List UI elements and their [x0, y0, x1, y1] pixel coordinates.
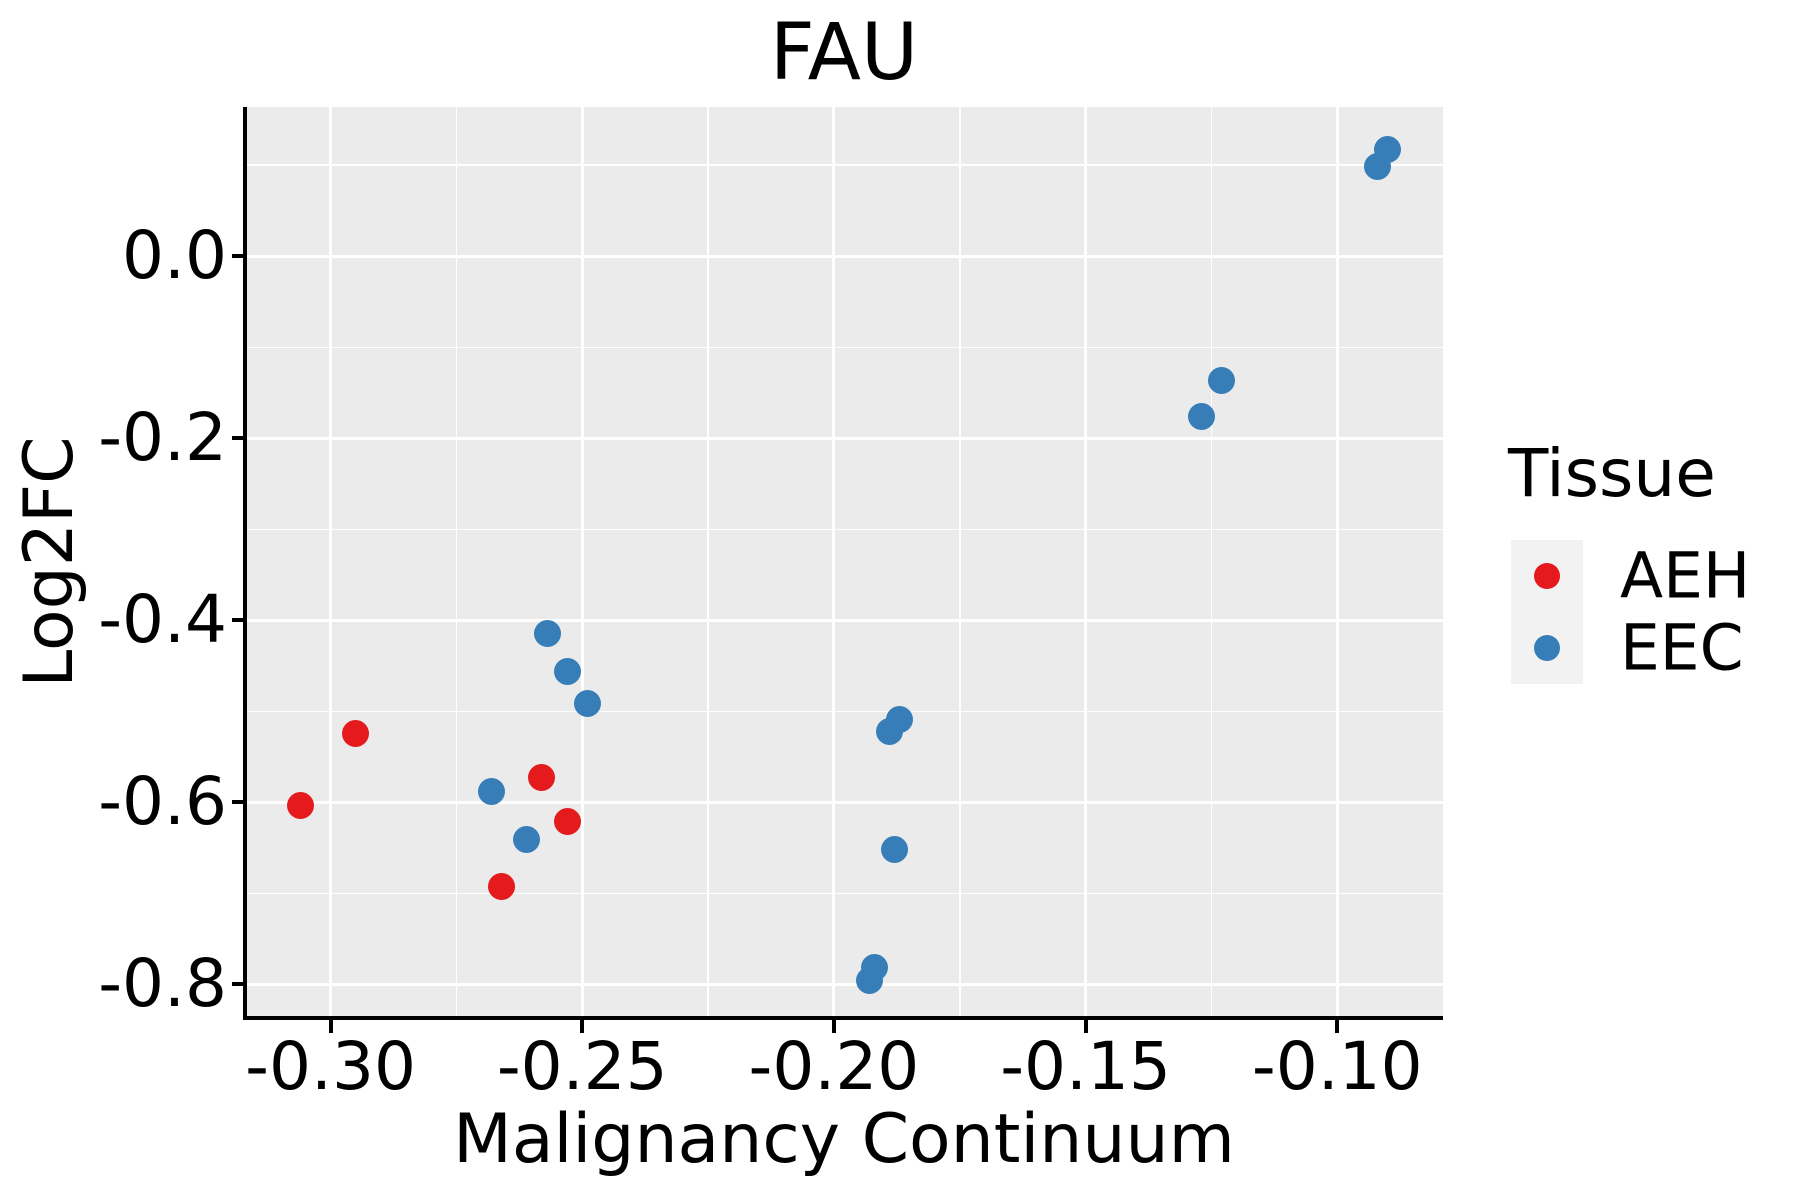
data-point-aeh	[528, 764, 556, 792]
legend-title: Tissue	[1508, 435, 1716, 512]
y-tick-label: -0.4	[98, 581, 227, 659]
legend-label-eec: EEC	[1620, 611, 1744, 685]
y-axis-tick	[232, 800, 245, 805]
major-gridline-horizontal	[245, 436, 1443, 440]
y-axis-line	[243, 107, 247, 1020]
data-point-eec	[533, 619, 561, 647]
data-point-eec	[553, 657, 581, 685]
data-point-eec	[513, 826, 541, 854]
x-axis-tick	[831, 1020, 836, 1033]
minor-gridline-horizontal	[245, 164, 1443, 166]
data-point-eec	[478, 777, 506, 805]
major-gridline-horizontal	[245, 982, 1443, 986]
data-point-eec	[1364, 152, 1392, 180]
legend-key-eec	[1511, 612, 1583, 684]
y-axis-tick	[232, 436, 245, 441]
y-tick-label: -0.8	[98, 945, 227, 1023]
data-point-aeh	[342, 719, 370, 747]
x-tick-label: -0.20	[748, 1028, 920, 1105]
x-axis-tick	[1335, 1020, 1340, 1033]
minor-gridline-horizontal	[245, 346, 1443, 348]
minor-gridline-vertical	[959, 107, 961, 1018]
data-point-aeh	[488, 873, 516, 901]
y-axis-tick	[232, 618, 245, 623]
y-tick-label: -0.2	[98, 399, 227, 477]
legend-dot-aeh	[1534, 563, 1560, 589]
minor-gridline-vertical	[707, 107, 709, 1018]
data-point-eec	[573, 689, 601, 717]
data-point-eec	[885, 705, 913, 733]
major-gridline-horizontal	[245, 618, 1443, 622]
data-point-eec	[880, 836, 908, 864]
y-tick-label: 0.0	[122, 217, 227, 295]
x-axis-tick	[580, 1020, 585, 1033]
x-tick-label: -0.25	[496, 1028, 668, 1105]
data-point-eec	[1187, 402, 1215, 430]
major-gridline-vertical	[1335, 107, 1339, 1018]
minor-gridline-horizontal	[245, 528, 1443, 531]
data-point-aeh	[286, 791, 314, 819]
major-gridline-vertical	[1084, 107, 1088, 1018]
x-axis-line	[243, 1016, 1443, 1020]
y-axis-tick	[232, 982, 245, 987]
x-tick-label: -0.30	[245, 1028, 416, 1105]
x-axis-tick	[328, 1020, 333, 1033]
plot-title: FAU	[769, 8, 919, 98]
major-gridline-vertical	[580, 107, 584, 1018]
legend-dot-eec	[1534, 635, 1560, 661]
y-tick-label: -0.6	[98, 763, 227, 841]
y-axis-tick	[232, 254, 245, 259]
legend-key-aeh	[1511, 540, 1583, 612]
major-gridline-vertical	[832, 107, 836, 1018]
minor-gridline-horizontal	[245, 892, 1443, 895]
minor-gridline-horizontal	[245, 710, 1443, 713]
data-point-eec	[860, 953, 888, 981]
x-tick-label: -0.10	[1251, 1028, 1423, 1105]
x-axis-tick	[1083, 1020, 1088, 1033]
plot-panel	[245, 107, 1443, 1018]
major-gridline-horizontal	[245, 254, 1443, 258]
x-axis-title: Malignancy Continuum	[453, 1100, 1235, 1179]
minor-gridline-vertical	[455, 107, 458, 1018]
legend-label-aeh: AEH	[1620, 539, 1751, 613]
data-point-aeh	[553, 807, 581, 835]
major-gridline-horizontal	[245, 800, 1443, 804]
x-tick-label: -0.15	[1000, 1028, 1171, 1105]
minor-gridline-vertical	[1210, 107, 1213, 1018]
data-point-eec	[1208, 366, 1236, 394]
major-gridline-vertical	[329, 107, 333, 1018]
